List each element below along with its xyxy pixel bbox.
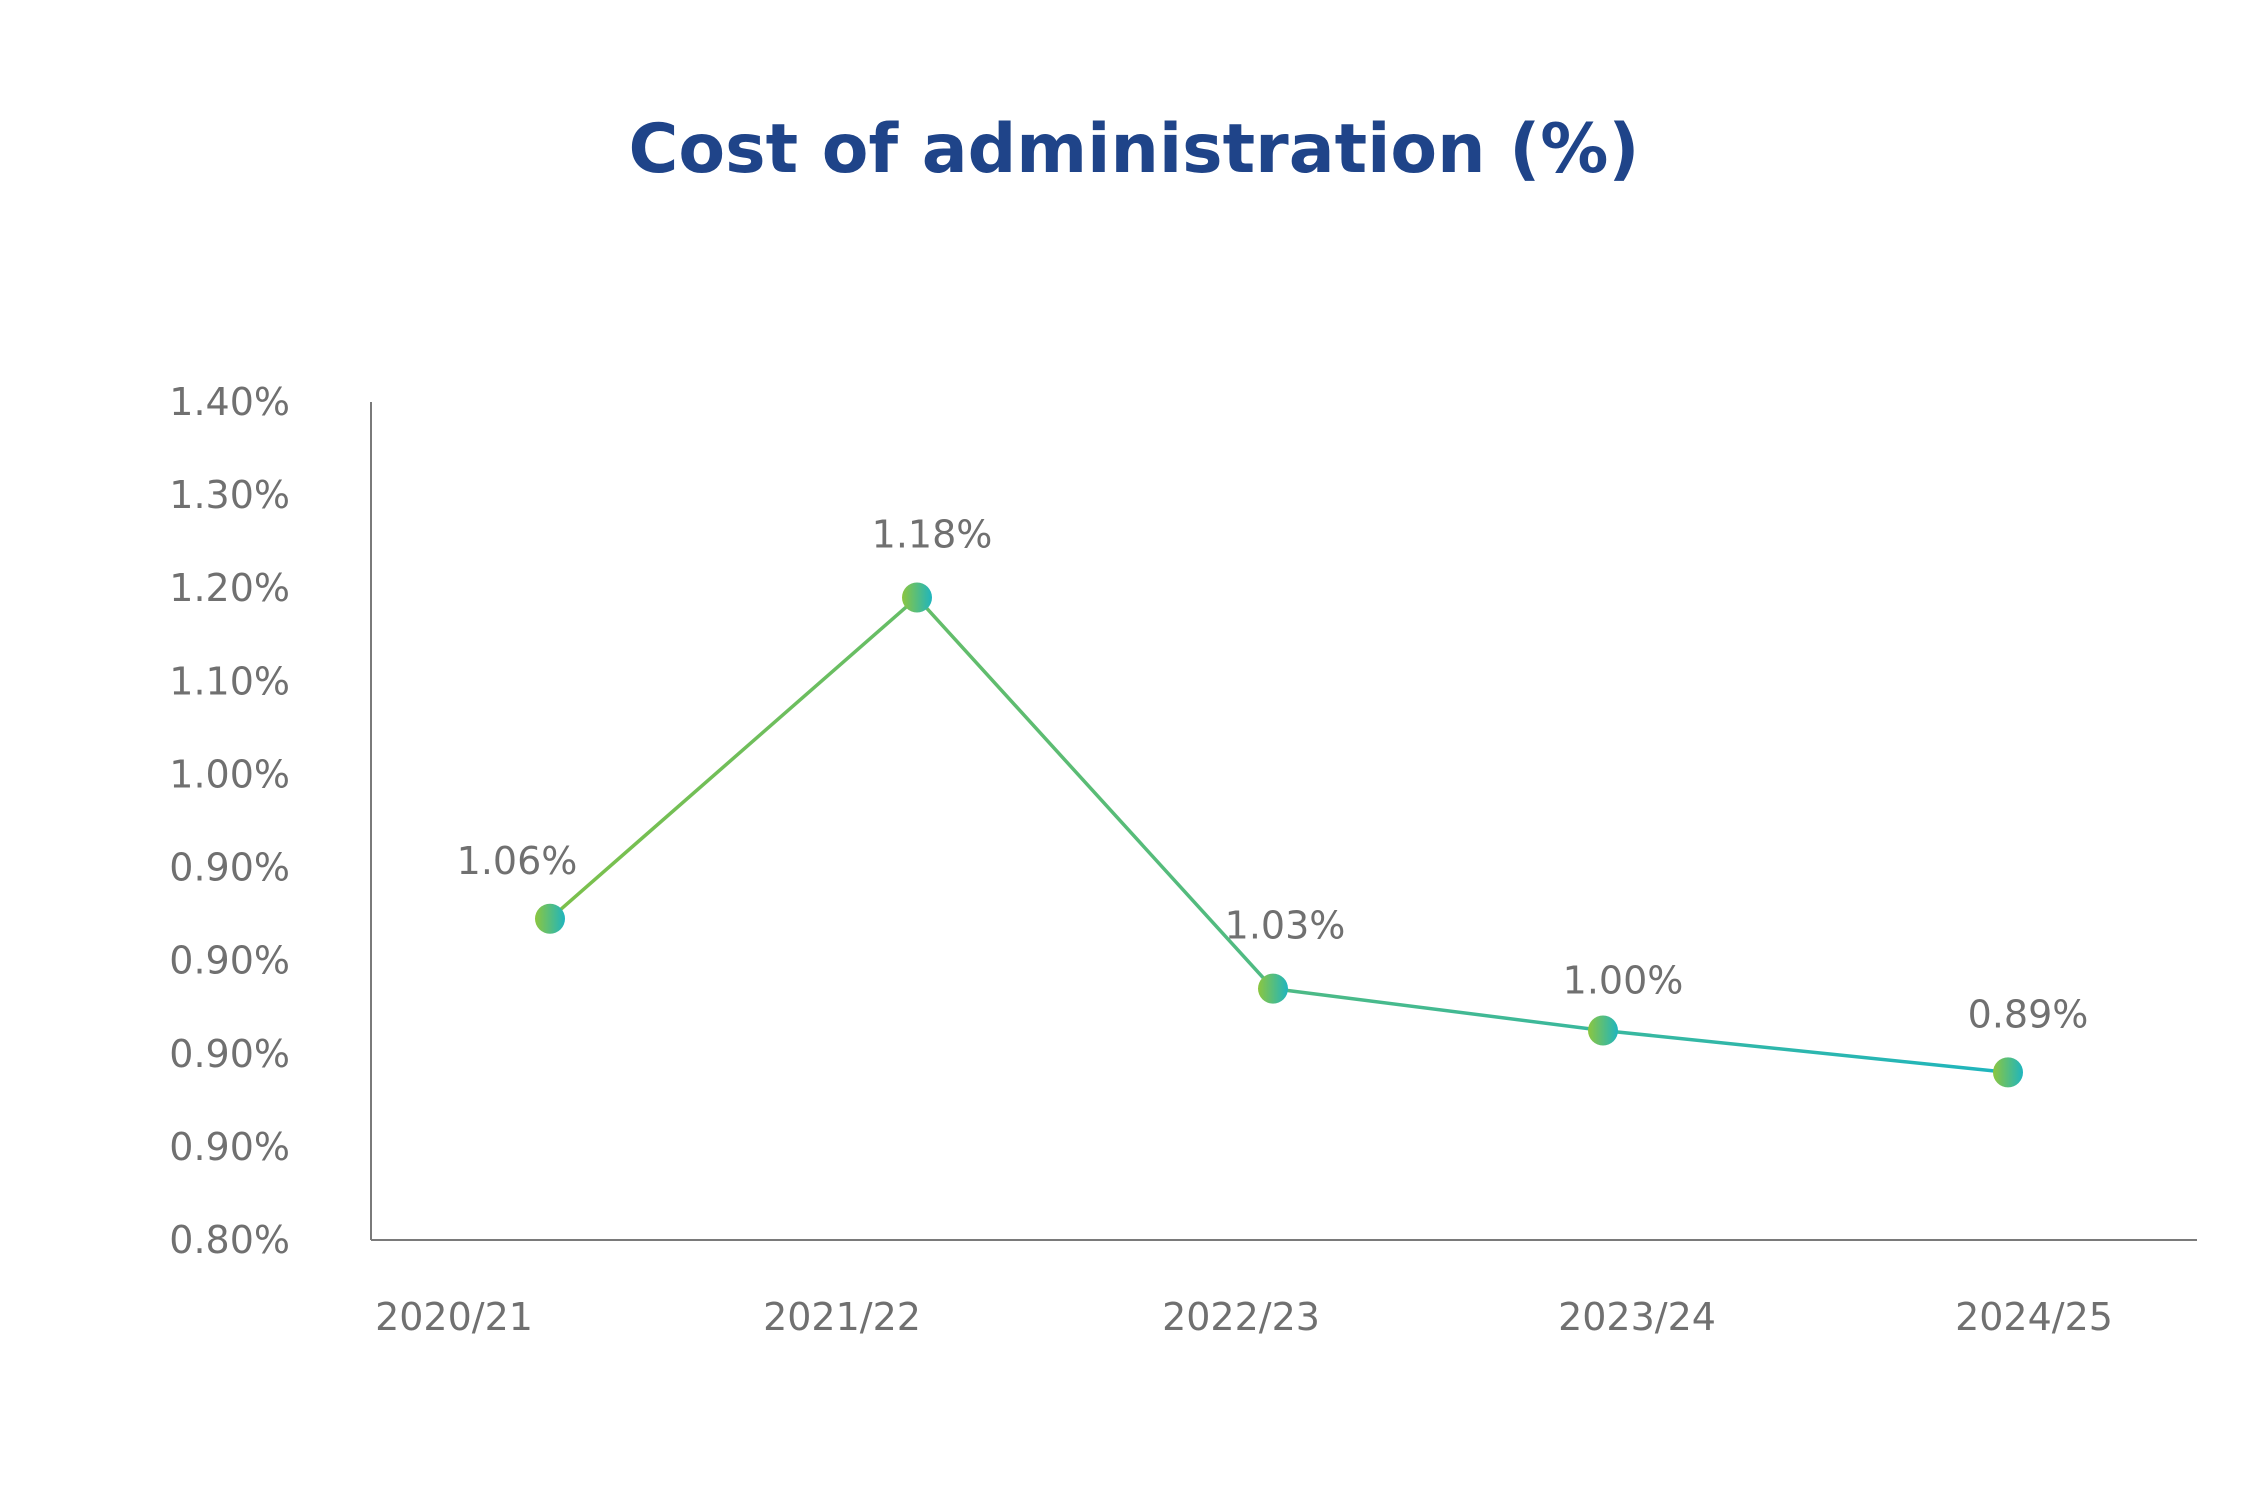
chart-title: Cost of administration (%) bbox=[628, 110, 1639, 189]
x-tick-label: 2024/25 bbox=[1955, 1295, 2113, 1339]
data-label: 1.03% bbox=[1225, 904, 1346, 948]
y-tick-label: 0.90% bbox=[169, 846, 290, 890]
data-point bbox=[902, 582, 932, 613]
y-tick-label: 0.90% bbox=[169, 1125, 290, 1169]
x-tick-label: 2022/23 bbox=[1162, 1295, 1320, 1339]
y-tick-label: 0.80% bbox=[169, 1218, 290, 1262]
y-tick-label: 0.90% bbox=[169, 939, 290, 983]
data-point bbox=[1993, 1057, 2023, 1088]
data-point bbox=[535, 903, 565, 934]
y-tick-label: 0.90% bbox=[169, 1032, 290, 1076]
y-tick-label: 1.30% bbox=[169, 473, 290, 517]
data-labels-group: 1.06% 1.18% 1.03% 1.00% 0.89% bbox=[457, 513, 2089, 1037]
x-tick-label: 2023/24 bbox=[1558, 1295, 1716, 1339]
data-point bbox=[1588, 1015, 1618, 1046]
x-axis-ticks: 2020/21 2021/22 2022/23 2023/24 2024/25 bbox=[375, 1295, 2113, 1339]
data-point bbox=[1258, 973, 1288, 1004]
y-tick-label: 1.00% bbox=[169, 752, 290, 796]
y-tick-label: 1.40% bbox=[169, 380, 290, 424]
data-points-group bbox=[535, 582, 2023, 1088]
y-tick-label: 1.10% bbox=[169, 659, 290, 703]
x-tick-label: 2020/21 bbox=[375, 1295, 533, 1339]
x-tick-label: 2021/22 bbox=[763, 1295, 921, 1339]
y-axis-ticks: 0.80% 0.90% 0.90% 0.90% 0.90% 1.00% 1.10% 1.20%… bbox=[169, 380, 290, 1262]
data-label: 0.89% bbox=[1968, 992, 2089, 1036]
y-tick-label: 1.20% bbox=[169, 566, 290, 610]
data-label: 1.06% bbox=[457, 839, 578, 883]
data-label: 1.18% bbox=[872, 513, 993, 557]
data-label: 1.00% bbox=[1563, 959, 1684, 1003]
